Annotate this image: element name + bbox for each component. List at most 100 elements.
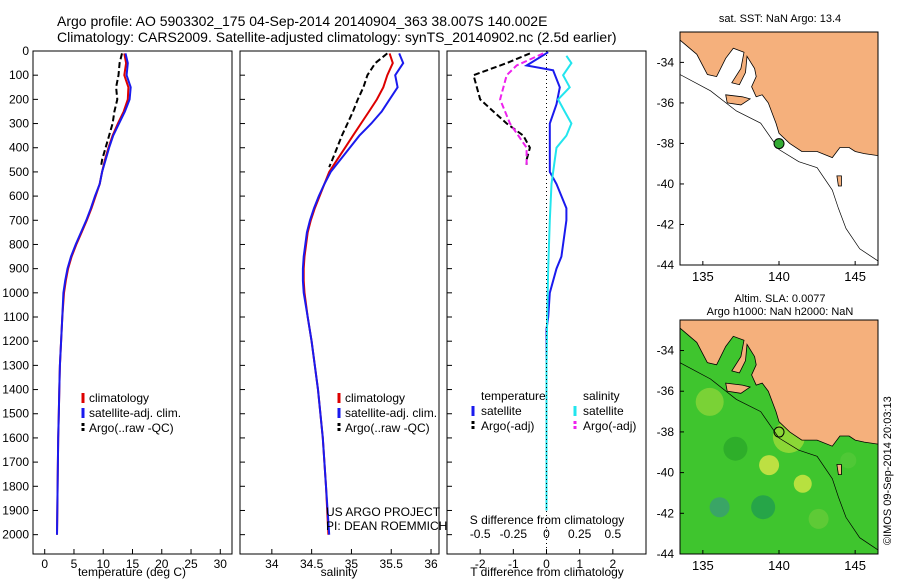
x-tick-label: 2: [609, 557, 616, 571]
x-tick-label: 20: [155, 557, 169, 571]
x-tick-label: 25: [184, 557, 198, 571]
s-difference-label: S difference from climatology: [470, 513, 625, 527]
legend-label: satellite: [481, 404, 522, 418]
imos-credit: ©IMOS 09-Sep-2014 20:03:13: [882, 396, 894, 545]
sla-map-content: [680, 320, 878, 554]
sla-map-title-2: Argo h1000: NaN h2000: NaN: [707, 306, 854, 318]
map-y-tick-label: -34: [657, 344, 675, 358]
map-x-tick-label: 145: [844, 269, 866, 284]
salinity-panel: [239, 50, 440, 555]
sla-anomaly: [709, 497, 730, 518]
y-tick-label: 1900: [2, 503, 29, 517]
x-tick-label: 10: [97, 557, 111, 571]
legend-label: satellite-adj. clim.: [89, 406, 181, 420]
x-tick-label: 1: [576, 557, 583, 571]
y-tick-label: 1700: [2, 455, 29, 469]
y-tick-label: 1600: [2, 431, 29, 445]
y-tick-label: 1300: [2, 358, 29, 372]
y-tick-label: 1800: [2, 479, 29, 493]
map-y-tick-label: -38: [657, 425, 675, 439]
series-line-argo-raw-qc-: [328, 52, 388, 168]
difference-chart: -2 -1 0 1 2-0.5 -0.25 0 0.25 0.5temperaturesatel…: [447, 50, 636, 571]
land-mass: [680, 32, 878, 159]
title-line-2: Climatology: CARS2009. Satellite-adjuste…: [57, 29, 617, 45]
x-tick-label: 0: [41, 557, 48, 571]
sst-map: 135 140 145 -34 -36 -38 -40 -42 -44: [657, 31, 879, 284]
isobath-line: [680, 74, 878, 262]
sla-anomaly: [759, 455, 780, 476]
series-line-satellite-adj-clim-: [56, 53, 132, 535]
map-y-tick-label: -36: [657, 96, 675, 110]
project-annotation: US ARGO PROJECT: [326, 505, 441, 519]
kangaroo-island: [725, 382, 752, 394]
y-tick-label: 1100: [3, 310, 29, 324]
series-line-satellite-adj-clim-: [301, 53, 405, 535]
map-y-tick-label: -42: [657, 217, 675, 231]
legend-label: Argo(..raw -QC): [89, 421, 174, 435]
y-tick-label: 100: [9, 68, 29, 82]
x-tick-label: -2: [475, 557, 486, 571]
y-tick-label: 0: [22, 44, 29, 58]
x-tick-label: 15: [126, 557, 140, 571]
map-y-tick-label: -44: [657, 547, 675, 561]
king-island: [836, 464, 842, 476]
title-line-1: Argo profile: AO 5903302_175 04-Sep-2014…: [57, 13, 547, 29]
x-tick-label: 34: [265, 557, 279, 571]
s-tick-label: 0.25: [568, 527, 592, 541]
salinity-xlabel: salinity: [321, 565, 358, 579]
map-x-tick-label: 140: [768, 558, 790, 573]
sla-anomaly: [723, 436, 748, 461]
legend-label: climatology: [345, 391, 405, 405]
legend-label: climatology: [89, 391, 149, 405]
difference-xlabel: T difference from climatology: [470, 565, 624, 579]
x-tick-label: 35: [345, 557, 359, 571]
salinity-chart: 34 34.5 35 35.5 36 climatologysatellite-adj. …: [240, 50, 438, 571]
map-x-tick-label: 145: [844, 558, 866, 573]
map-y-tick-label: -36: [657, 384, 675, 398]
land-mass: [680, 320, 878, 447]
isobath-line: [680, 362, 878, 551]
legend-label: Argo(-adj): [583, 419, 636, 433]
argo-location-marker: [773, 426, 785, 438]
map-y-tick-label: -38: [657, 136, 675, 150]
temperature-xlabel: temperature (deg C): [78, 565, 186, 579]
x-tick-label: 5: [71, 557, 78, 571]
legend-label: satellite: [583, 404, 624, 418]
x-tick-label: 30: [214, 557, 228, 571]
map-x-tick-label: 140: [768, 269, 790, 284]
series-line-salinity-argo-adj-: [499, 52, 544, 165]
map-y-tick-label: -34: [657, 55, 675, 69]
series-line-salinity-satellite: [545, 55, 573, 511]
sla-anomaly: [695, 387, 724, 416]
y-tick-label: 600: [9, 189, 29, 203]
king-island: [836, 175, 842, 187]
legend-label: Argo(-adj): [481, 419, 534, 433]
temperature-chart: 0 5 10 15 20 25 300100200300400500600700800900…: [2, 44, 227, 571]
legend-heading: salinity: [583, 389, 620, 403]
sla-anomaly: [840, 452, 857, 469]
y-tick-label: 500: [9, 165, 29, 179]
sla-map-title-1: Altim. SLA: 0.0077: [734, 293, 825, 305]
series-line-argo-raw-qc-: [99, 53, 123, 168]
s-tick-label: 0: [543, 527, 550, 541]
y-tick-label: 800: [9, 237, 29, 251]
sla-anomaly: [808, 508, 829, 529]
y-tick-label: 1400: [2, 383, 29, 397]
map-y-tick-label: -42: [657, 506, 675, 520]
y-tick-label: 300: [9, 117, 29, 131]
s-tick-label: 0.5: [604, 527, 621, 541]
legend-label: Argo(..raw -QC): [345, 421, 430, 435]
sla-map: 135 140 145 -34 -36 -38 -40 -42 -44: [657, 319, 879, 573]
sla-anomaly: [751, 495, 776, 520]
s-tick-label: -0.5: [470, 527, 491, 541]
y-tick-label: 2000: [2, 528, 29, 542]
map-y-tick-label: -40: [657, 177, 675, 191]
map-y-tick-label: -40: [657, 466, 675, 480]
legend-label: satellite-adj. clim.: [345, 406, 437, 420]
s-tick-label: -0.25: [500, 527, 528, 541]
map-y-tick-label: -44: [657, 258, 675, 272]
x-tick-label: 0: [543, 557, 550, 571]
y-tick-label: 400: [9, 141, 29, 155]
y-tick-label: 900: [9, 262, 29, 276]
